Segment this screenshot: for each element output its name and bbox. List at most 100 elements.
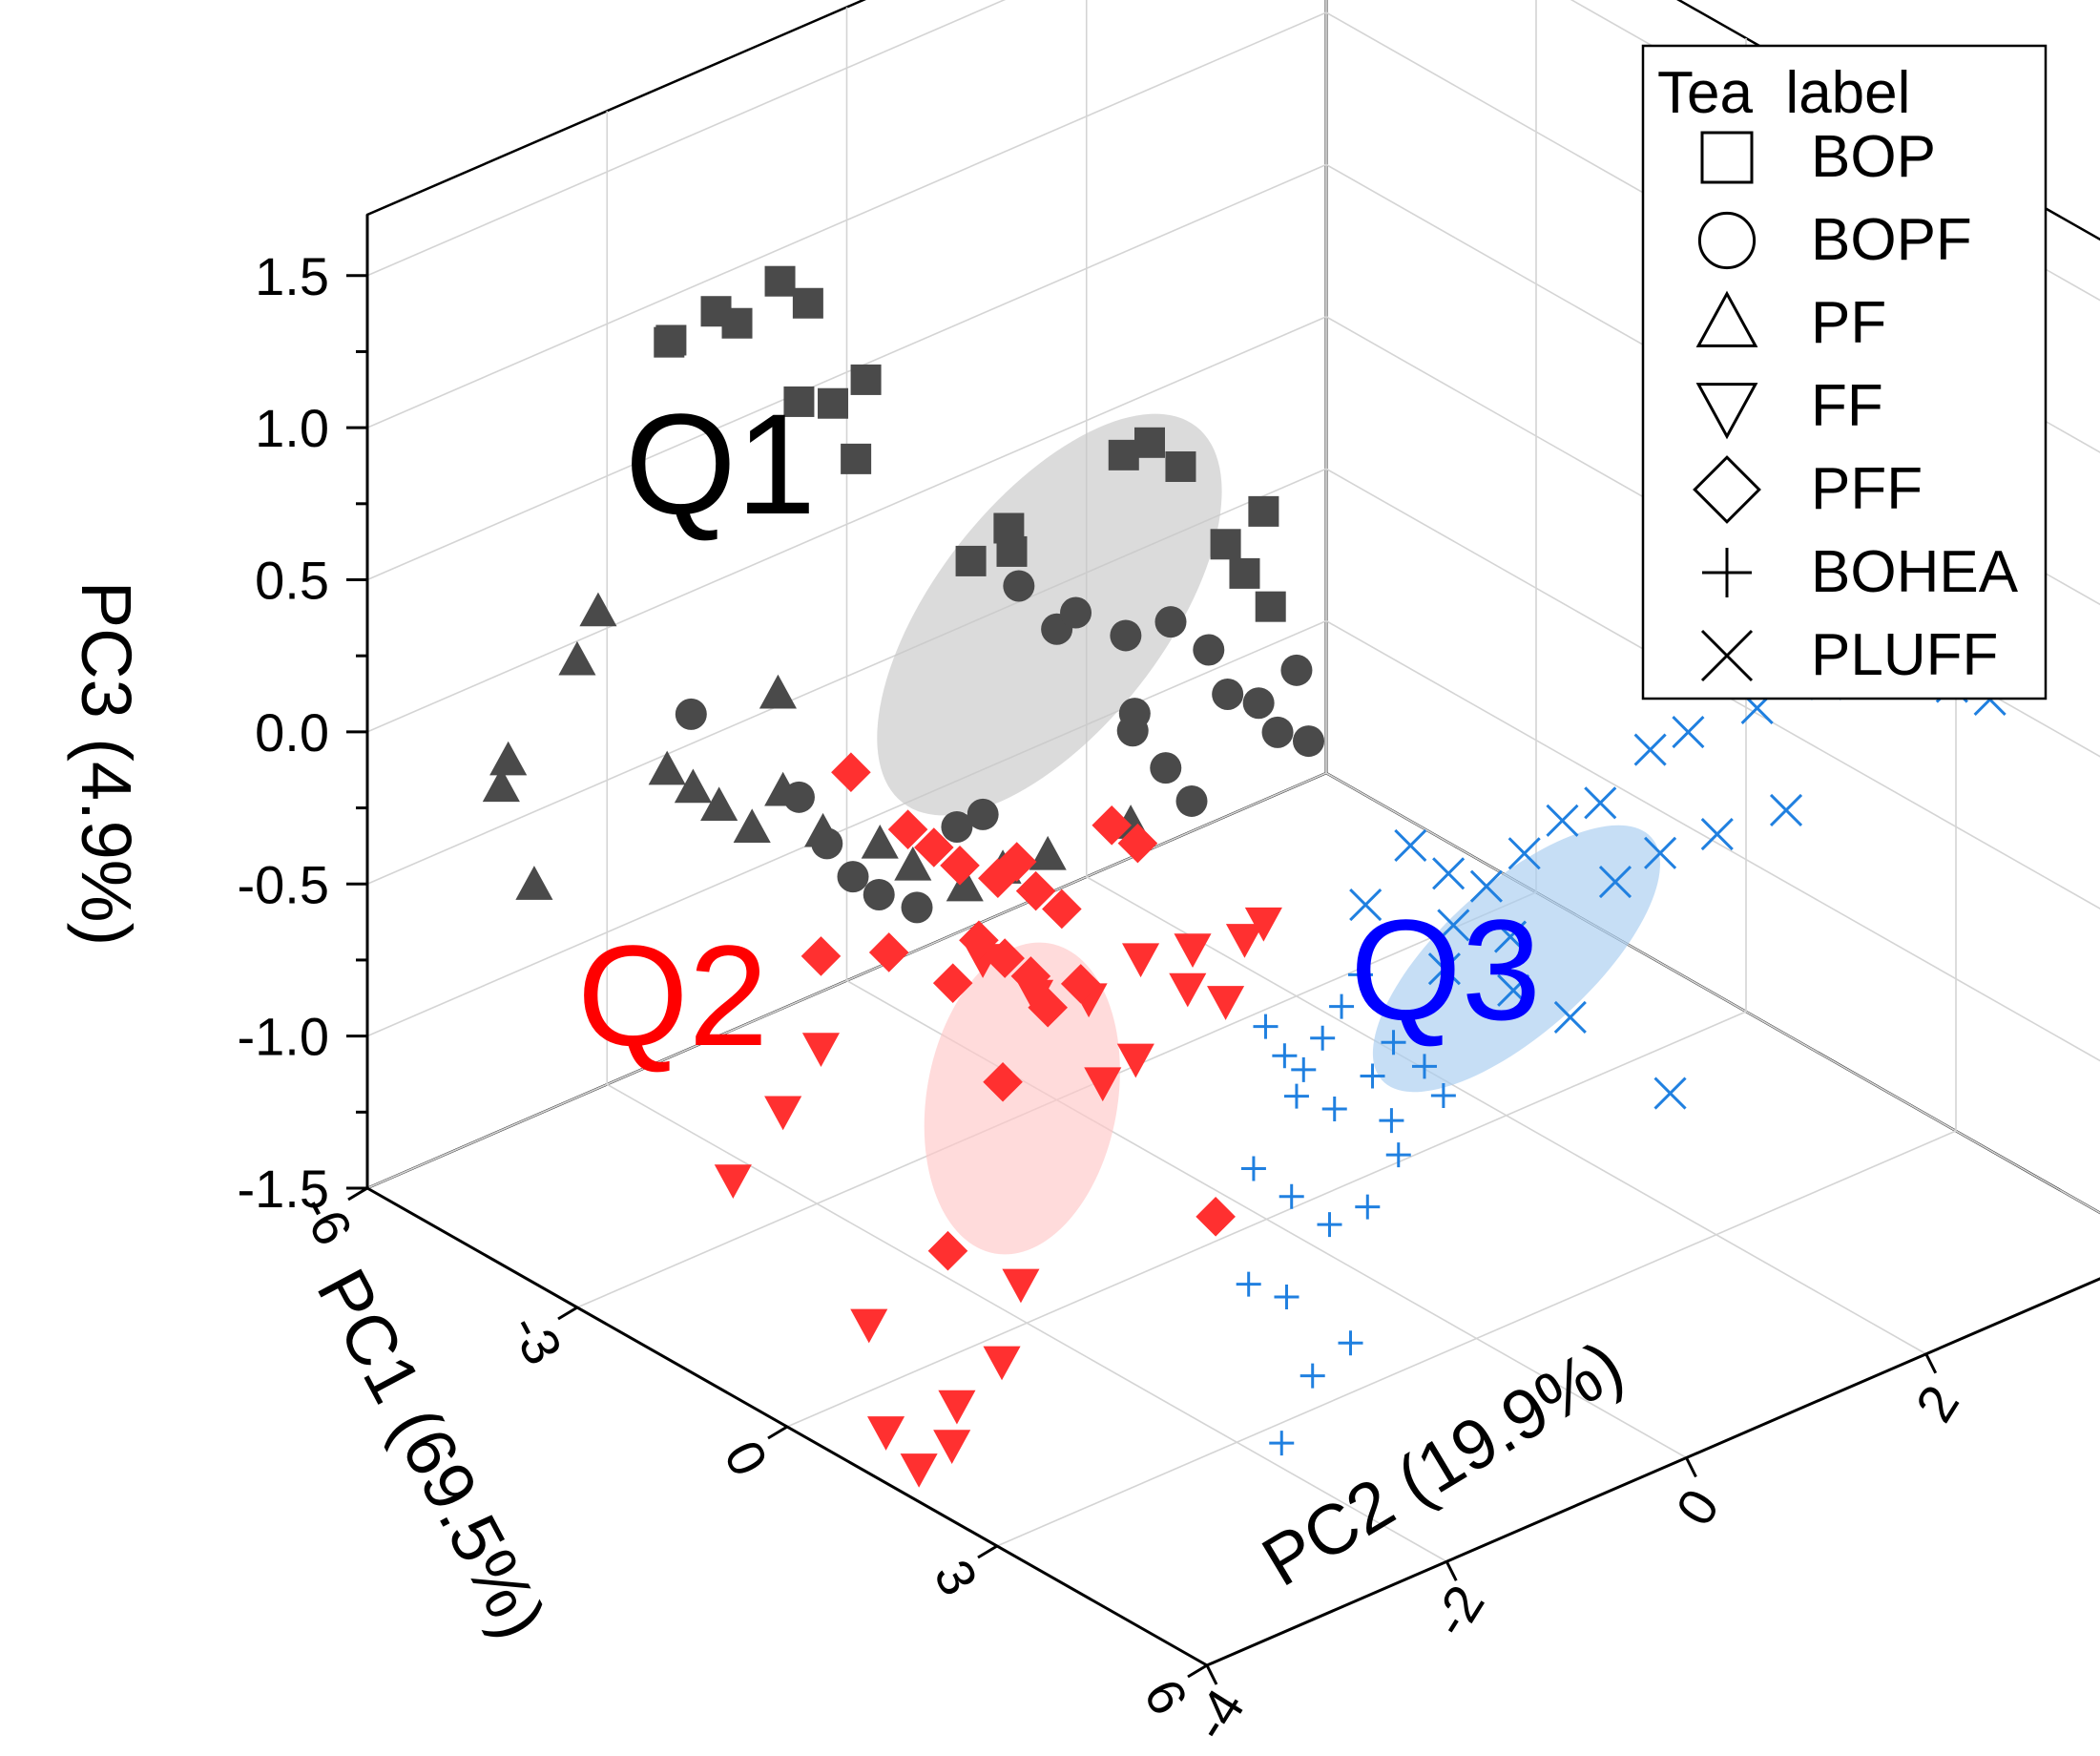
point-pluff (1700, 818, 1734, 851)
ellipse-q2 (924, 942, 1120, 1255)
point-pluff (1349, 888, 1383, 922)
z-axis-title: PC3 (4.9%) (67, 581, 146, 946)
y-tick-label: 0 (1664, 1478, 1731, 1536)
diamond-icon (1693, 455, 1761, 524)
point-ff (1084, 1067, 1122, 1102)
x-tick (557, 1306, 578, 1321)
point-bopf (941, 810, 973, 843)
point-pf (733, 808, 771, 844)
legend: Tea label BOP BOPF PF FF PFF BOHEA PLUFF (1641, 44, 2048, 700)
legend-label: BOPF (1811, 207, 1972, 273)
z-tick-label: 0.0 (255, 702, 329, 763)
z-tick-label: 1.5 (255, 246, 329, 306)
point-bohea (1240, 1156, 1266, 1181)
point-pff (1015, 870, 1056, 911)
point-bopf (1293, 725, 1324, 758)
point-pluff (1394, 828, 1427, 862)
point-pluff (1432, 857, 1466, 890)
grid-line-side-z (366, 11, 1327, 429)
point-bopf (675, 698, 707, 730)
point-bohea (1338, 1330, 1363, 1356)
point-pff (1010, 956, 1051, 996)
point-pff (983, 1061, 1023, 1102)
point-pluff (1507, 837, 1541, 870)
point-bohea (1269, 1431, 1295, 1456)
point-bohea (1329, 993, 1355, 1019)
point-bohea (1347, 962, 1373, 988)
point-ff (1174, 933, 1212, 968)
triangle-up-icon (1695, 290, 1758, 347)
point-bopf (1242, 687, 1275, 720)
x-tick-label: 0 (713, 1431, 780, 1485)
point-bop (996, 535, 1028, 567)
point-ff (1207, 986, 1245, 1020)
point-bop (1248, 495, 1279, 527)
point-pf (946, 867, 984, 902)
point-bop (1255, 591, 1286, 622)
point-pf (674, 768, 712, 804)
point-ff (933, 1430, 971, 1464)
point-pff (914, 827, 954, 868)
grid-line-side-z (366, 316, 1327, 733)
point-pluff (1427, 952, 1461, 986)
point-ff (1225, 924, 1264, 958)
grid-line-side-z (366, 772, 1327, 1189)
legend-entry-bohea: BOHEA (1702, 539, 2019, 605)
y-tick (1445, 1560, 1458, 1581)
point-pluff (1437, 909, 1470, 942)
point-pff (831, 752, 871, 793)
z-tick-label: 0.5 (255, 551, 329, 611)
grid-line-back-z (1325, 772, 2100, 1214)
grid-line-floor-y (606, 1083, 1447, 1562)
x-axis-title: PC1 (69.5%) (301, 1257, 561, 1651)
point-bohea (1236, 1271, 1261, 1297)
point-bopf (1116, 715, 1149, 747)
point-pluff (1497, 973, 1530, 1007)
point-bohea (1321, 1096, 1347, 1121)
legend-entry-bopf: BOPF (1697, 207, 1972, 273)
point-pf (700, 786, 738, 822)
y-tick-label: 2 (1903, 1375, 1970, 1432)
point-bop (1229, 557, 1260, 589)
x-tick (347, 1186, 368, 1202)
point-pf (861, 824, 899, 859)
point-bop (783, 386, 815, 417)
point-pff (940, 846, 980, 886)
point-pff (800, 936, 842, 976)
group-label-q2: Q2 (577, 915, 768, 1076)
axes (346, 215, 2100, 1685)
grid-line-side-z (366, 0, 1007, 277)
point-pff (985, 938, 1025, 978)
point-bohea (1291, 1056, 1317, 1082)
legend-label: BOP (1811, 124, 1936, 190)
legend-entry-pf: PF (1695, 290, 1886, 356)
point-ff (938, 1390, 976, 1425)
point-bopf (1212, 679, 1244, 710)
legend-entry-pff: PFF (1693, 455, 1923, 524)
point-pff (927, 1230, 968, 1271)
point-bop (955, 545, 987, 576)
point-pluff (1553, 1000, 1587, 1034)
point-ff (1122, 943, 1160, 978)
grid-line-side-z (366, 163, 1327, 581)
point-pluff (1653, 1077, 1687, 1110)
z-tick-label: -1.5 (238, 1159, 330, 1219)
legend-label: BOHEA (1811, 539, 2019, 605)
y-tick (1924, 1353, 1938, 1374)
point-pff (1042, 888, 1082, 930)
point-pluff (1584, 786, 1617, 820)
point-ff (1116, 1043, 1154, 1078)
plus-icon (1702, 548, 1752, 597)
point-bopf (967, 798, 999, 830)
point-ff (1244, 907, 1282, 942)
point-bopf (1193, 634, 1225, 666)
circle-icon (1697, 211, 1757, 270)
point-bop (721, 307, 753, 339)
point-pff (1196, 1197, 1236, 1237)
point-ff (1169, 972, 1207, 1008)
point-bohea (1310, 1025, 1336, 1051)
legend-label: PFF (1811, 456, 1923, 522)
legend-entry-bop: BOP (1700, 124, 1936, 190)
point-pf (648, 750, 686, 785)
